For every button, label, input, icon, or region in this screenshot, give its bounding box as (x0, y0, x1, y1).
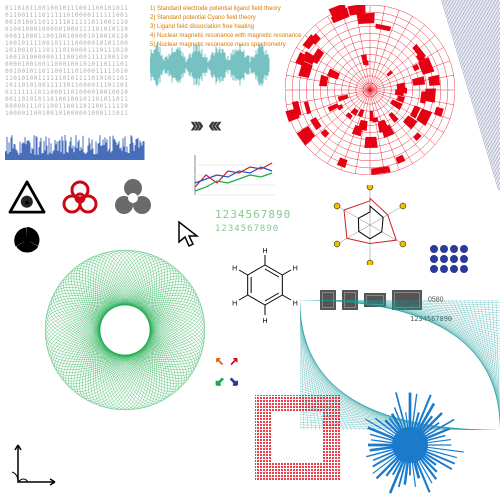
radiation-triangle-icon (8, 180, 46, 214)
cursor-arrow-icon (175, 220, 203, 248)
green-spirograph (40, 245, 210, 415)
blue-waveform (5, 130, 145, 160)
radiation-trefoil-icon (12, 225, 42, 255)
blue-dot-grid (430, 245, 468, 273)
svg-text:H: H (262, 248, 267, 255)
svg-text:H: H (293, 266, 298, 273)
chevron-arrows: ››› ‹‹‹ (190, 112, 218, 138)
pixel-arrow-set: ↖ ↗ ↙ ↘ (215, 350, 239, 390)
spider-radar-chart (330, 185, 410, 265)
blue-starburst (355, 390, 465, 500)
svg-text:H: H (293, 301, 298, 308)
teal-waveform (150, 20, 270, 110)
svg-text:H: H (232, 301, 237, 308)
coordinate-axes-icon (10, 440, 60, 490)
chevron-left-icon: ‹‹‹ (208, 112, 218, 137)
biohazard-gray-icon (110, 175, 156, 221)
binary-code-block: 0110101100100101110011001010110110011110… (5, 5, 145, 120)
seven-segment-digits: 1234567890 1234567890 (215, 208, 291, 234)
svg-text:H: H (262, 318, 267, 325)
svg-text:H: H (232, 266, 237, 273)
line-chart (190, 150, 275, 200)
benzene-molecule: H H H H H H (225, 245, 305, 325)
red-radar-disc (285, 5, 455, 175)
corner-mesh (440, 0, 500, 190)
red-halftone-frame (255, 395, 340, 480)
biohazard-red-icon (60, 178, 100, 218)
chevron-right-icon: ››› (190, 112, 200, 137)
